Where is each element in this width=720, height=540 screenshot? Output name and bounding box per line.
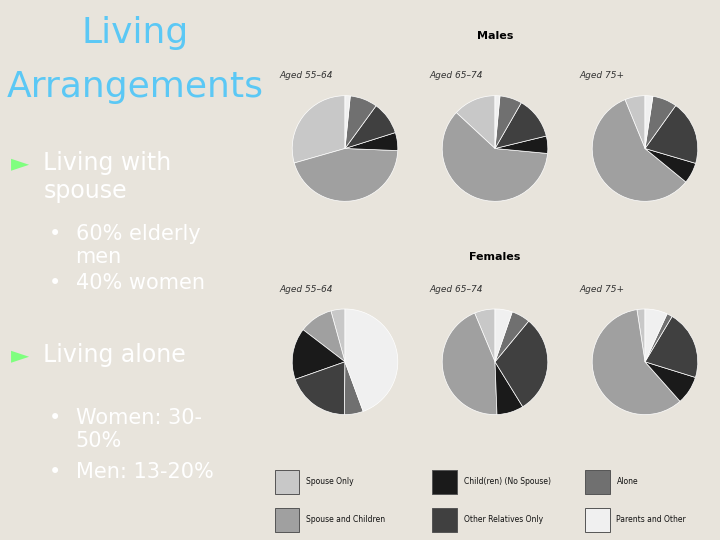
Wedge shape [645, 96, 675, 148]
Text: Aged 75+: Aged 75+ [579, 71, 624, 80]
Wedge shape [645, 314, 672, 362]
Bar [585, 508, 610, 532]
Wedge shape [345, 96, 376, 148]
Text: Males: Males [477, 31, 513, 40]
Wedge shape [645, 148, 696, 182]
Wedge shape [331, 309, 345, 362]
Bar [274, 508, 300, 532]
Text: •: • [49, 273, 61, 293]
Text: Living alone: Living alone [43, 343, 186, 367]
Text: Living: Living [81, 16, 189, 50]
Wedge shape [495, 312, 528, 362]
Wedge shape [345, 106, 395, 148]
Wedge shape [495, 309, 512, 362]
Wedge shape [345, 309, 397, 411]
Text: 40% women: 40% women [76, 273, 204, 293]
Wedge shape [645, 309, 667, 362]
Text: Spouse Only: Spouse Only [306, 477, 354, 486]
Text: Parents and Other: Parents and Other [616, 515, 686, 524]
Text: ►: ► [11, 151, 29, 175]
Wedge shape [625, 96, 645, 148]
Wedge shape [442, 113, 548, 201]
Text: •: • [49, 224, 61, 244]
Wedge shape [474, 309, 495, 362]
Bar [432, 470, 456, 494]
Bar [432, 508, 456, 532]
Wedge shape [495, 103, 546, 148]
Wedge shape [645, 316, 698, 377]
Bar [274, 470, 300, 494]
Wedge shape [344, 362, 363, 415]
Text: Living with
spouse: Living with spouse [43, 151, 171, 203]
Text: Men: 13-20%: Men: 13-20% [76, 462, 213, 482]
Wedge shape [294, 148, 397, 201]
Text: Aged 55–64: Aged 55–64 [279, 71, 333, 80]
Text: ►: ► [11, 343, 29, 367]
Wedge shape [593, 100, 686, 201]
Text: •: • [49, 462, 61, 482]
Wedge shape [495, 136, 548, 153]
Wedge shape [495, 96, 521, 148]
Wedge shape [637, 309, 645, 362]
Wedge shape [495, 321, 548, 407]
Bar [585, 470, 610, 494]
Wedge shape [442, 313, 497, 415]
Text: Aged 65–74: Aged 65–74 [429, 71, 482, 80]
Wedge shape [292, 96, 345, 163]
Wedge shape [345, 132, 398, 151]
Wedge shape [645, 105, 698, 164]
Text: Child(ren) (No Spouse): Child(ren) (No Spouse) [464, 477, 551, 486]
Wedge shape [456, 96, 495, 148]
Text: Aged 55–64: Aged 55–64 [279, 285, 333, 294]
Wedge shape [495, 96, 500, 148]
Text: Arrangements: Arrangements [6, 70, 264, 104]
Text: Females: Females [469, 252, 521, 262]
Text: 60% elderly
men: 60% elderly men [76, 224, 200, 267]
Wedge shape [303, 311, 345, 362]
Wedge shape [495, 362, 523, 415]
Text: Women: 30-
50%: Women: 30- 50% [76, 408, 202, 451]
Wedge shape [292, 330, 345, 380]
Wedge shape [295, 362, 345, 415]
Wedge shape [345, 96, 351, 148]
Text: Other Relatives Only: Other Relatives Only [464, 515, 543, 524]
Text: Alone: Alone [616, 477, 638, 486]
Wedge shape [592, 309, 680, 415]
Wedge shape [645, 362, 696, 401]
Text: Aged 65–74: Aged 65–74 [429, 285, 482, 294]
Text: Aged 75+: Aged 75+ [579, 285, 624, 294]
Wedge shape [645, 96, 653, 148]
Text: •: • [49, 408, 61, 428]
Text: Spouse and Children: Spouse and Children [306, 515, 385, 524]
